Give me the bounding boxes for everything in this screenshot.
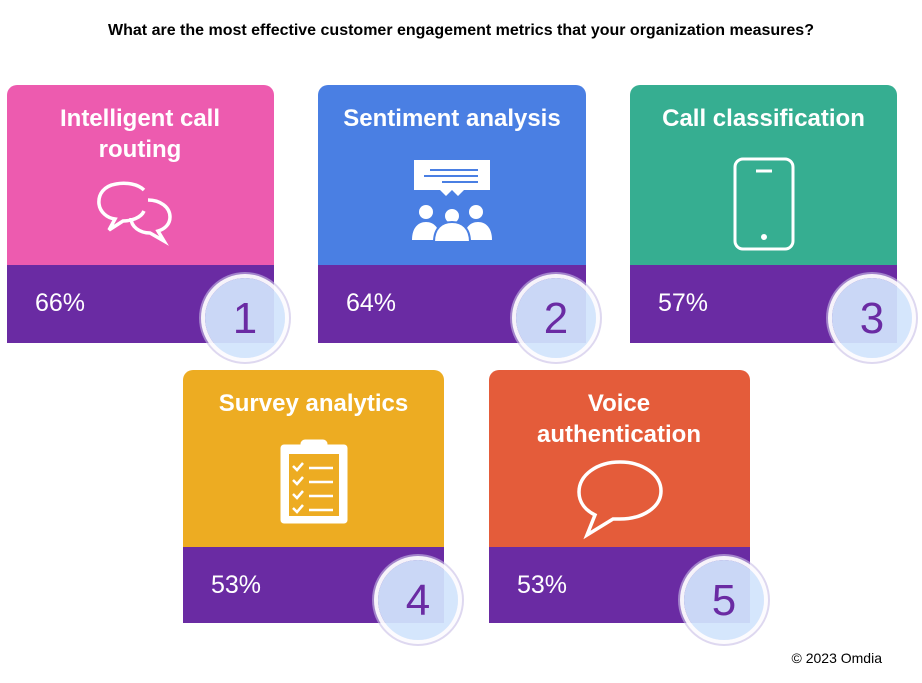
- metric-card-2: Sentiment analysis 64% 2: [318, 85, 596, 358]
- card-label: Survey analytics: [218, 390, 409, 417]
- metric-card-1: Intelligent call routing 66% 1: [7, 85, 285, 358]
- mobile-phone-icon: [733, 157, 794, 251]
- metric-card-4: Survey analytics 53% 4: [183, 370, 458, 640]
- percentage: 53%: [517, 571, 568, 599]
- copyright: © 2023 Omdia: [791, 650, 882, 666]
- card-label: Intelligent call routing: [59, 105, 221, 163]
- metric-card-5: Voice authentication 53% 5: [489, 370, 764, 640]
- group-discussion-icon: [412, 160, 492, 242]
- card-label: Voice authentication: [536, 390, 701, 448]
- card-label: Sentiment analysis: [343, 105, 561, 132]
- percentage: 57%: [658, 289, 709, 317]
- metric-card-3: Call classification 57% 3: [630, 85, 912, 358]
- rank-badge: 4: [378, 560, 458, 640]
- percentage: 53%: [211, 571, 262, 599]
- clipboard-checklist-icon: [280, 439, 347, 524]
- percentage: 66%: [35, 289, 86, 317]
- rank-badge: 5: [684, 560, 764, 640]
- percentage: 64%: [346, 289, 397, 317]
- rank-badge: 3: [832, 278, 912, 358]
- chat-bubbles-icon: [96, 181, 172, 246]
- speech-bubble-icon: [576, 460, 663, 540]
- card-label: Call classification: [662, 105, 865, 132]
- page-title: What are the most effective customer eng…: [108, 22, 814, 39]
- rank-badge: 2: [516, 278, 596, 358]
- rank-badge: 1: [205, 278, 285, 358]
